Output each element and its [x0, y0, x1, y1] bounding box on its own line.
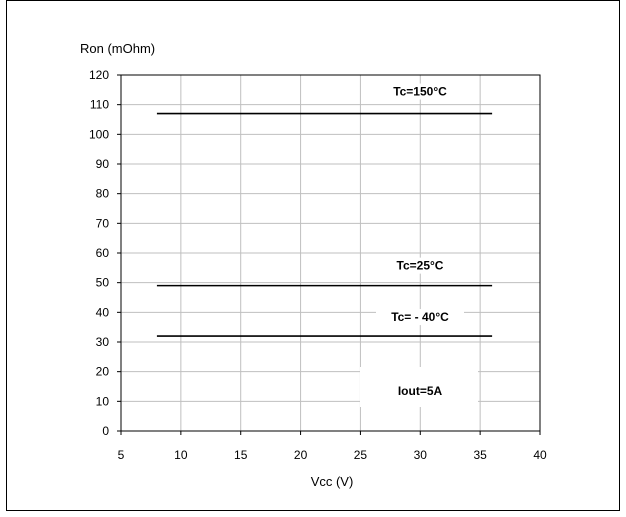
x-tick-label: 15: [234, 448, 248, 462]
series-labels: Tc=150°C Tc=25°C Tc= - 40°C: [376, 83, 464, 326]
y-tick-label: 50: [96, 276, 110, 290]
annotation-bg: [360, 367, 478, 407]
series-label-bg: [376, 309, 464, 326]
x-tick-label: 25: [354, 448, 368, 462]
outer-border: [6, 0, 620, 511]
y-tick-label: 100: [89, 127, 109, 141]
x-tick-label: 20: [294, 448, 308, 462]
y-tick-label: 30: [96, 335, 110, 349]
series-group: [156, 112, 493, 337]
y-tick-label: 60: [96, 246, 110, 260]
y-tick-label: 120: [89, 68, 109, 82]
x-tick-label: 35: [473, 448, 487, 462]
y-tick-label: 110: [90, 98, 109, 112]
annotation-text: Iout=5A: [398, 384, 443, 398]
y-tick-labels: 0 10 20 30 40 50 60 70 80 90 100 110 120: [89, 68, 121, 438]
x-tick-label: 30: [414, 448, 428, 462]
series-label: Tc=25°C: [397, 259, 444, 273]
y-tick-label: 70: [96, 216, 110, 230]
y-axis-label: Ron (mOhm): [80, 41, 155, 56]
x-tick-label: 10: [174, 448, 188, 462]
y-tick-label: 10: [96, 394, 110, 408]
y-tick-label: 20: [96, 365, 110, 379]
annotations: Iout=5A: [360, 367, 478, 407]
y-tick-label: 40: [96, 305, 110, 319]
y-tick-label: 90: [96, 157, 110, 171]
series-label-bg: [376, 83, 464, 100]
x-axis-label: Vcc (V): [311, 474, 354, 489]
x-tick-label: 5: [118, 448, 125, 462]
x-tick-labels: 5 10 15 20 25 30 35 40: [118, 431, 547, 462]
y-tick-label: 80: [96, 187, 110, 201]
series-label: Tc=150°C: [393, 85, 447, 99]
series-label: Tc= - 40°C: [391, 310, 449, 324]
series-label-bg: [376, 257, 464, 274]
x-tick-label: 40: [533, 448, 547, 462]
y-tick-label: 0: [102, 424, 109, 438]
